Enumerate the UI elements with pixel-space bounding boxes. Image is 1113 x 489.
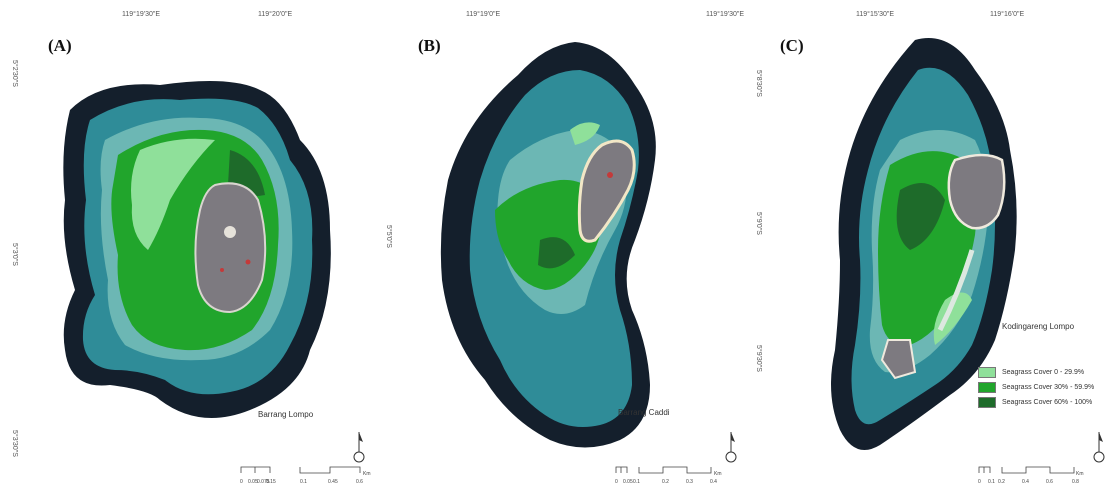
scale-label-a0: 0 bbox=[240, 479, 243, 485]
scale-unit-c: Km bbox=[1076, 471, 1084, 477]
top-coord-b2: 119°19'30"E bbox=[706, 11, 745, 18]
island-map-barrang-lompo bbox=[63, 81, 331, 418]
island-land-c bbox=[947, 153, 1006, 230]
legend-swatch-mid bbox=[978, 382, 996, 393]
north-arrow-b bbox=[725, 432, 737, 463]
seagrass-low-a bbox=[131, 138, 215, 250]
island-name-a: Barrang Lompo bbox=[258, 410, 314, 419]
sand-spit-c bbox=[937, 249, 975, 332]
top-coord-a2: 119°20'0"E bbox=[258, 11, 293, 18]
scale-label-b1: 0.05 bbox=[623, 479, 633, 485]
scale-unit-a: Km bbox=[363, 471, 371, 477]
panel-label-c: (C) bbox=[780, 36, 804, 55]
scale-label-c4: 0.6 bbox=[1046, 479, 1053, 485]
top-coord-a1: 119°19'30"E bbox=[122, 11, 161, 18]
legend-label-mid: Seagrass Cover 30% - 59.9% bbox=[1002, 384, 1095, 391]
scale-label-c5: 0.8 bbox=[1072, 479, 1079, 485]
seagrass-high-b bbox=[538, 237, 575, 269]
map-panel-a: 119°19'30"E 119°20'0"E 5°2'30"S 5°3'0"S … bbox=[0, 0, 371, 489]
legend-label-low: Seagrass Cover 0 - 29.9% bbox=[1002, 369, 1085, 376]
north-arrow-c bbox=[1093, 432, 1105, 463]
island-land-b bbox=[577, 139, 636, 243]
island-map-kodingareng-lompo bbox=[831, 38, 1017, 450]
top-coord-b1: 119°19'0"E bbox=[466, 11, 501, 18]
island-name-c: Kodingareng Lompo bbox=[1002, 322, 1075, 331]
scale-label-c2: 0.2 bbox=[998, 479, 1005, 485]
legend-label-high: Seagrass Cover 60% - 100% bbox=[1002, 399, 1093, 406]
legend-item-low: Seagrass Cover 0 - 29.9% bbox=[978, 367, 1084, 378]
seagrass-low-c bbox=[933, 292, 972, 345]
scale-label-b0: 0 bbox=[615, 479, 618, 485]
scale-label-a4: 0.1 bbox=[300, 479, 307, 485]
map-panel-b: 119°19'0"E 119°19'30"E 5°5'0"S (B) Barra… bbox=[370, 0, 744, 489]
seagrass-low-b bbox=[570, 122, 600, 145]
seagrass-high-c bbox=[896, 182, 945, 250]
top-coord-c1: 119°15'30"E bbox=[856, 11, 895, 18]
scale-bar-a bbox=[240, 466, 361, 474]
top-coord-c2: 119°16'0"E bbox=[990, 11, 1025, 18]
scale-label-a3: 0.15 bbox=[266, 479, 276, 485]
scale-label-a6: 0.6 bbox=[356, 479, 363, 485]
scale-label-b5: 0.3 bbox=[686, 479, 693, 485]
scale-label-c1: 0.1 bbox=[988, 479, 995, 485]
legend-item-mid: Seagrass Cover 30% - 59.9% bbox=[978, 382, 1094, 393]
seagrass-mid-b bbox=[495, 179, 603, 290]
legend-swatch-high bbox=[978, 397, 996, 408]
scale-label-c0: 0 bbox=[978, 479, 981, 485]
scale-label-b6: 0.4 bbox=[710, 479, 717, 485]
scale-label-a5: 0.45 bbox=[328, 479, 338, 485]
scale-bar-c bbox=[978, 466, 1075, 474]
island-name-b: Barrang Caddi bbox=[618, 408, 670, 417]
scale-bar-b bbox=[615, 466, 712, 474]
island-map-barrang-caddi bbox=[440, 42, 656, 448]
legend-swatch-low bbox=[978, 367, 996, 378]
scale-label-b4: 0.2 bbox=[662, 479, 669, 485]
legend-item-high: Seagrass Cover 60% - 100% bbox=[978, 397, 1092, 408]
scale-label-a1: 0.05 bbox=[248, 479, 258, 485]
scale-unit-b: Km bbox=[714, 471, 722, 477]
panel-label-b: (B) bbox=[418, 36, 441, 55]
scale-label-c3: 0.4 bbox=[1022, 479, 1029, 485]
north-arrow-a bbox=[353, 432, 365, 463]
panel-label-a: (A) bbox=[48, 36, 72, 55]
scale-label-b2: 0.1 bbox=[633, 479, 640, 485]
map-panel-c: 119°15'30"E 119°16'0"E 5°8'30"S 5°9'0"S … bbox=[740, 0, 1113, 489]
island-land-a bbox=[194, 182, 267, 314]
scale-label-a2: 0.075 bbox=[257, 479, 270, 485]
island-land-c-small bbox=[880, 339, 917, 380]
